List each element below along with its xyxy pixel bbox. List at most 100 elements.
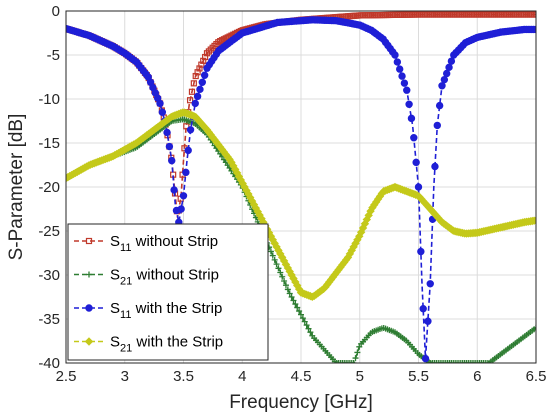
data-point (190, 80, 197, 87)
data-point (193, 92, 202, 101)
data-point (448, 360, 455, 363)
data-point (440, 360, 447, 363)
y-tick-label: -30 (38, 267, 60, 284)
legend-label-sub: 11 (120, 242, 131, 254)
legend-label: S21 with the Strip (110, 334, 223, 355)
legend-item: S21 with the Strip (74, 334, 223, 355)
data-point (198, 61, 205, 68)
data-point (470, 360, 477, 363)
data-point (407, 114, 416, 123)
legend-item: S11 with the Strip (74, 300, 222, 321)
data-point (480, 360, 487, 363)
legend-label-main: S (110, 267, 120, 284)
data-point (284, 286, 291, 293)
data-point (170, 186, 178, 194)
legend-label-sub: 11 (120, 309, 131, 321)
data-point (267, 248, 274, 255)
data-point (335, 360, 342, 363)
data-point (281, 277, 288, 284)
legend-label-sub: 21 (120, 343, 132, 355)
y-tick-label: -20 (38, 179, 60, 196)
legend-label-rest: with the Strip (131, 300, 222, 317)
data-point (459, 360, 466, 363)
data-point (419, 305, 427, 313)
data-point (307, 329, 314, 336)
data-point (417, 247, 425, 256)
y-tick-label: -40 (38, 355, 60, 372)
legend-label: S11 without Strip (110, 233, 218, 254)
legend-marker (84, 337, 94, 346)
data-point (184, 146, 192, 155)
data-point (183, 123, 190, 130)
data-point (303, 322, 310, 329)
data-point (444, 360, 451, 363)
legend-label-rest: without Strip (132, 267, 219, 284)
data-point (476, 360, 483, 363)
data-point (186, 97, 194, 104)
legend-label-rest: with the Strip (132, 334, 223, 351)
data-point (165, 142, 174, 151)
x-tick-label: 4 (238, 368, 246, 385)
data-point (301, 318, 308, 325)
data-point (158, 108, 167, 116)
legend-label-main: S (110, 300, 120, 317)
data-point (168, 156, 176, 165)
data-point (286, 290, 293, 297)
data-point (398, 72, 406, 80)
data-point (414, 183, 423, 191)
data-point (400, 79, 409, 87)
data-point (405, 100, 413, 108)
data-point (439, 360, 445, 363)
data-point (296, 308, 303, 315)
data-point (200, 57, 207, 64)
data-point (209, 44, 216, 51)
data-point (424, 317, 432, 325)
data-point (345, 360, 351, 363)
x-tick-label: 6 (473, 368, 481, 385)
data-point (437, 360, 444, 363)
data-point (305, 325, 312, 332)
data-point (294, 304, 301, 311)
data-point (403, 86, 411, 94)
y-tick-label: -10 (38, 91, 60, 108)
data-point (531, 216, 536, 225)
legend-marker (85, 237, 93, 245)
x-axis-title: Frequency [GHz] (229, 392, 373, 413)
data-point (191, 99, 199, 108)
data-point (391, 51, 399, 59)
data-point (290, 297, 297, 304)
data-point (354, 349, 361, 356)
data-point (454, 360, 461, 363)
y-tick-label: 0 (52, 3, 60, 20)
y-tick-label: -15 (38, 135, 60, 152)
data-point (482, 360, 489, 363)
x-tick-label: 2.5 (56, 368, 77, 385)
data-point (333, 360, 340, 363)
x-tick-label: 5.5 (408, 368, 429, 385)
data-point (298, 311, 304, 318)
data-point (179, 192, 188, 200)
plot-frame (65, 10, 537, 364)
y-tick-label: -5 (47, 47, 60, 64)
y-tick-label: -35 (38, 311, 60, 328)
data-point (429, 360, 436, 363)
data-point (205, 48, 212, 55)
series-2 (66, 16, 536, 363)
data-point (252, 214, 259, 221)
data-point (455, 360, 462, 363)
data-point (474, 360, 481, 363)
data-point (282, 282, 289, 289)
data-point (337, 360, 344, 363)
data-point (186, 126, 195, 134)
data-point (352, 355, 359, 362)
legend-item: S21 without Strip (74, 267, 219, 288)
data-point (440, 75, 449, 84)
data-point (218, 37, 226, 44)
legend-label: S11 with the Strip (110, 300, 222, 321)
data-point (410, 134, 418, 142)
data-point (452, 360, 459, 363)
data-point (461, 360, 468, 363)
legend-label-main: S (110, 233, 120, 250)
